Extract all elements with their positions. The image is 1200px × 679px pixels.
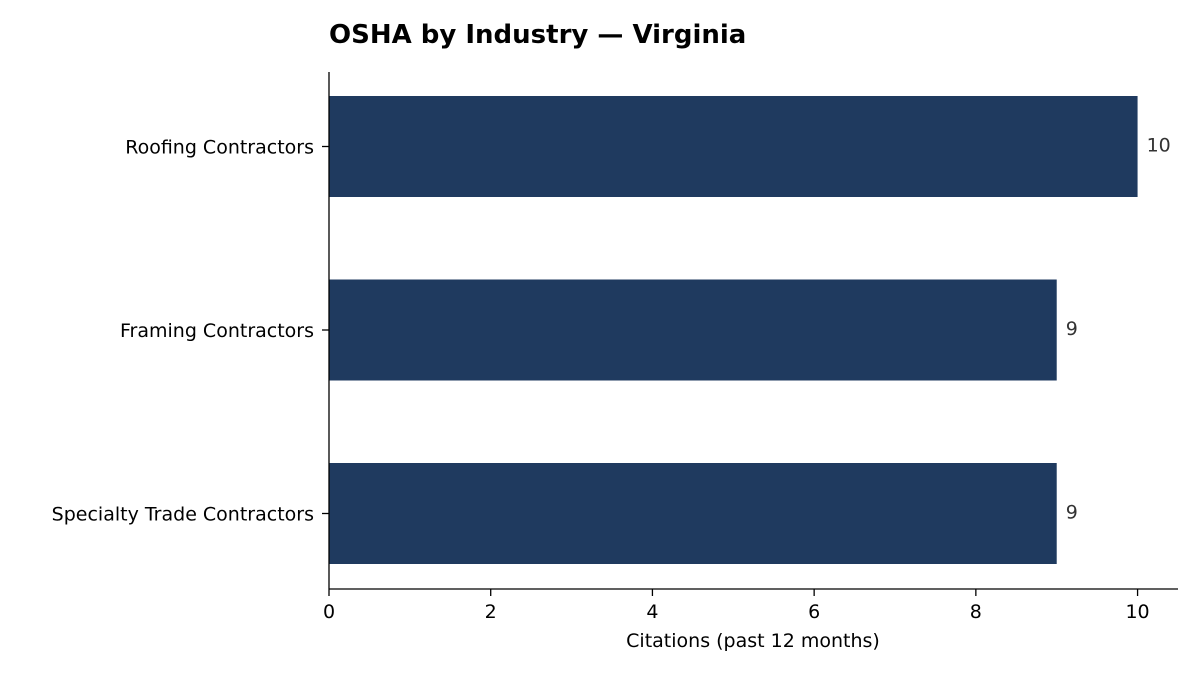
ticks-layer: Roofing Contractors Framing Contractors Sp…: [52, 137, 1150, 624]
x-tick-label: 0: [323, 601, 335, 623]
bar-value-label: 9: [1066, 502, 1078, 524]
bar-value-label: 9: [1066, 318, 1078, 340]
x-tick-label: 6: [808, 601, 820, 623]
x-tick-label: 4: [646, 601, 658, 623]
y-tick-label: Framing Contractors: [120, 320, 314, 342]
bar-value-label: 10: [1147, 135, 1171, 157]
x-tick-label: 10: [1125, 601, 1149, 623]
chart-title: OSHA by Industry — Virginia: [329, 20, 746, 50]
x-axis-label: Citations (past 12 months): [626, 630, 880, 652]
y-tick-label: Specialty Trade Contractors: [52, 504, 314, 526]
x-tick-label: 2: [485, 601, 497, 623]
bars-layer: 10 9 9: [329, 96, 1171, 564]
bar-0: [329, 96, 1138, 197]
bar-2: [329, 463, 1057, 564]
bar-1: [329, 279, 1057, 381]
x-tick-label: 8: [970, 601, 982, 623]
y-tick-label: Roofing Contractors: [125, 137, 314, 159]
